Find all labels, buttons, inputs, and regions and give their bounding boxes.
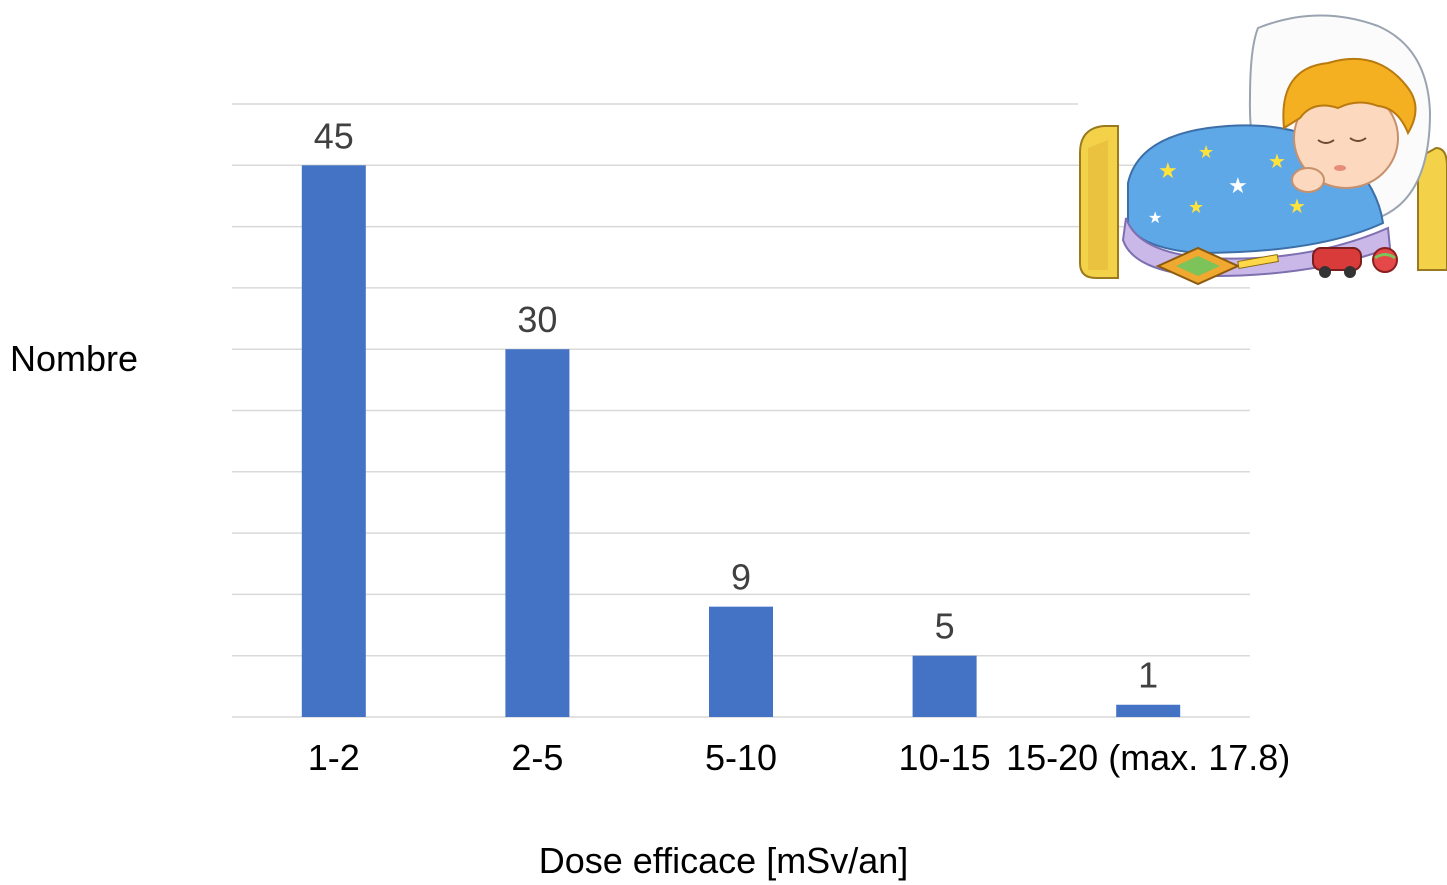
book-icon xyxy=(1155,246,1241,286)
x-tick-label: 1-2 xyxy=(308,737,360,778)
svg-text:★: ★ xyxy=(1158,159,1178,184)
data-label: 9 xyxy=(731,557,751,598)
toy-car-icon xyxy=(1312,247,1362,278)
svg-text:★: ★ xyxy=(1188,197,1204,218)
svg-text:★: ★ xyxy=(1198,142,1214,163)
data-label: 30 xyxy=(517,299,557,340)
child-face-icon xyxy=(1293,87,1399,189)
pencil-icon xyxy=(1237,253,1279,269)
bar-5-10 xyxy=(709,606,773,717)
x-axis-label: Dose efficace [mSv/an] xyxy=(538,840,909,881)
x-tick-label: 5-10 xyxy=(705,737,777,778)
svg-text:★: ★ xyxy=(1228,174,1248,199)
x-tick-labels: 1-2 2-5 5-10 10-15 15-20 (max. 17.8) xyxy=(308,737,1290,778)
svg-text:★: ★ xyxy=(1148,208,1162,227)
bars xyxy=(301,165,1181,718)
svg-text:★: ★ xyxy=(1288,194,1306,218)
toy-ball-icon xyxy=(1372,247,1398,273)
y-axis-label: Nombre xyxy=(10,338,139,379)
bar-15-20 (max. 17.8) xyxy=(1116,704,1181,717)
x-tick-label: 15-20 (max. 17.8) xyxy=(1006,737,1290,778)
sleeping-child-illustration: ★ ★ ★ ★ ★ ★ ★ ★ xyxy=(1079,14,1447,286)
data-label: 45 xyxy=(314,115,354,156)
child-hand-icon xyxy=(1291,167,1325,193)
x-tick-label: 10-15 xyxy=(899,737,991,778)
data-label: 5 xyxy=(935,606,955,647)
data-label: 1 xyxy=(1138,655,1158,696)
svg-text:★: ★ xyxy=(1268,149,1286,173)
bed-headboard-right-icon xyxy=(1417,146,1447,271)
data-labels: 45 30 9 5 1 xyxy=(314,115,1158,695)
bar-10-15 xyxy=(912,655,977,717)
x-tick-label: 2-5 xyxy=(511,737,563,778)
child-hair-icon xyxy=(1282,57,1417,136)
bed-headboard-left-icon xyxy=(1079,125,1119,279)
bar-1-2 xyxy=(301,165,366,718)
bar-2-5 xyxy=(505,349,570,717)
